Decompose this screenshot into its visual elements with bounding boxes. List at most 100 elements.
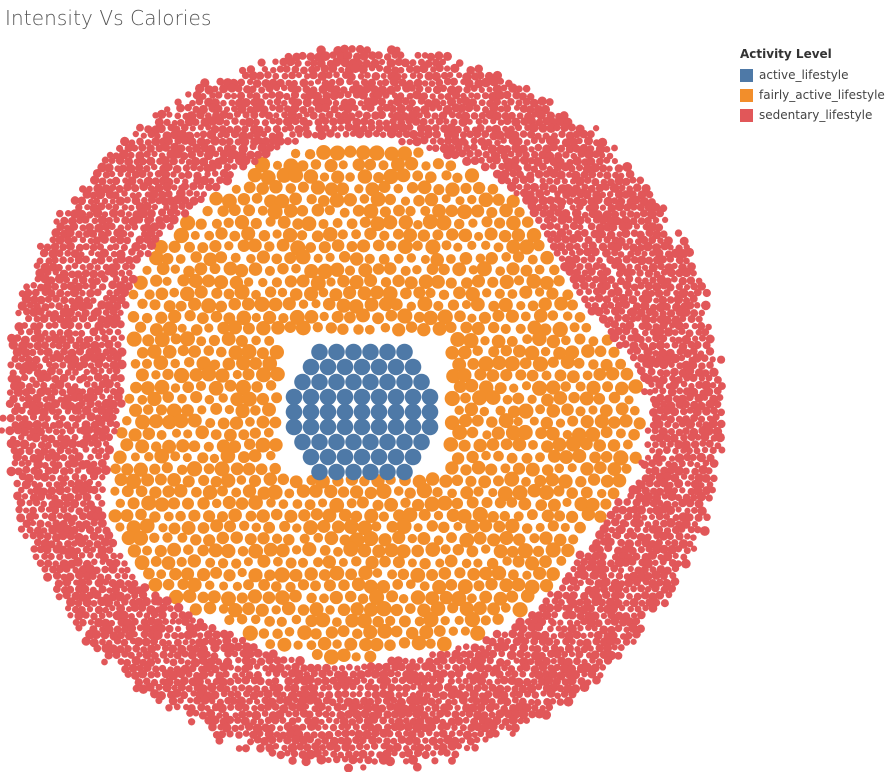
bubble-sedentary-lifestyle[interactable] bbox=[522, 195, 532, 205]
bubble-sedentary-lifestyle[interactable] bbox=[585, 577, 593, 585]
bubble-sedentary-lifestyle[interactable] bbox=[325, 716, 333, 724]
bubble-sedentary-lifestyle[interactable] bbox=[438, 111, 448, 120]
bubble-sedentary-lifestyle[interactable] bbox=[699, 439, 707, 447]
bubble-sedentary-lifestyle[interactable] bbox=[37, 505, 46, 513]
bubble-sedentary-lifestyle[interactable] bbox=[519, 130, 528, 138]
bubble-sedentary-lifestyle[interactable] bbox=[288, 71, 296, 80]
bubble-fairly-active-lifestyle[interactable] bbox=[319, 172, 330, 182]
bubble-sedentary-lifestyle[interactable] bbox=[242, 690, 251, 698]
bubble-sedentary-lifestyle[interactable] bbox=[498, 162, 506, 171]
bubble-sedentary-lifestyle[interactable] bbox=[470, 143, 478, 151]
bubble-fairly-active-lifestyle[interactable] bbox=[248, 474, 262, 488]
bubble-sedentary-lifestyle[interactable] bbox=[227, 703, 235, 711]
bubble-fairly-active-lifestyle[interactable] bbox=[313, 557, 324, 568]
bubble-sedentary-lifestyle[interactable] bbox=[36, 519, 45, 528]
bubble-active-lifestyle[interactable] bbox=[353, 418, 371, 436]
bubble-fairly-active-lifestyle[interactable] bbox=[276, 238, 290, 252]
bubble-fairly-active-lifestyle[interactable] bbox=[413, 147, 424, 158]
bubble-fairly-active-lifestyle[interactable] bbox=[140, 381, 155, 396]
bubble-sedentary-lifestyle[interactable] bbox=[671, 262, 678, 270]
bubble-fairly-active-lifestyle[interactable] bbox=[372, 615, 385, 628]
bubble-sedentary-lifestyle[interactable] bbox=[132, 130, 139, 138]
bubble-fairly-active-lifestyle[interactable] bbox=[534, 264, 545, 275]
bubble-fairly-active-lifestyle[interactable] bbox=[346, 241, 358, 252]
bubble-sedentary-lifestyle[interactable] bbox=[59, 479, 68, 487]
bubble-sedentary-lifestyle[interactable] bbox=[590, 247, 600, 257]
bubble-sedentary-lifestyle[interactable] bbox=[249, 657, 257, 665]
bubble-fairly-active-lifestyle[interactable] bbox=[258, 628, 270, 639]
bubble-fairly-active-lifestyle[interactable] bbox=[580, 462, 594, 476]
bubble-sedentary-lifestyle[interactable] bbox=[426, 683, 437, 693]
bubble-fairly-active-lifestyle[interactable] bbox=[587, 473, 601, 486]
bubble-sedentary-lifestyle[interactable] bbox=[561, 235, 570, 244]
bubble-fairly-active-lifestyle[interactable] bbox=[264, 335, 275, 346]
bubble-active-lifestyle[interactable] bbox=[345, 463, 362, 481]
bubble-fairly-active-lifestyle[interactable] bbox=[527, 320, 542, 335]
bubble-sedentary-lifestyle[interactable] bbox=[108, 399, 118, 410]
bubble-sedentary-lifestyle[interactable] bbox=[42, 355, 50, 364]
bubble-sedentary-lifestyle[interactable] bbox=[705, 334, 715, 344]
bubble-sedentary-lifestyle[interactable] bbox=[68, 414, 76, 422]
bubble-sedentary-lifestyle[interactable] bbox=[43, 559, 53, 568]
bubble-sedentary-lifestyle[interactable] bbox=[470, 156, 480, 165]
bubble-fairly-active-lifestyle[interactable] bbox=[438, 263, 450, 276]
bubble-fairly-active-lifestyle[interactable] bbox=[413, 523, 423, 533]
bubble-sedentary-lifestyle[interactable] bbox=[565, 144, 575, 154]
bubble-sedentary-lifestyle[interactable] bbox=[534, 622, 544, 632]
bubble-fairly-active-lifestyle[interactable] bbox=[195, 218, 207, 230]
bubble-sedentary-lifestyle[interactable] bbox=[675, 428, 684, 437]
bubble-fairly-active-lifestyle[interactable] bbox=[628, 428, 640, 441]
bubble-sedentary-lifestyle[interactable] bbox=[567, 610, 577, 620]
bubble-sedentary-lifestyle[interactable] bbox=[640, 591, 650, 600]
bubble-sedentary-lifestyle[interactable] bbox=[165, 624, 174, 633]
bubble-sedentary-lifestyle[interactable] bbox=[303, 73, 311, 80]
bubble-fairly-active-lifestyle[interactable] bbox=[211, 287, 223, 299]
bubble-fairly-active-lifestyle[interactable] bbox=[512, 555, 525, 568]
bubble-sedentary-lifestyle[interactable] bbox=[653, 361, 660, 369]
bubble-sedentary-lifestyle[interactable] bbox=[522, 663, 531, 672]
bubble-sedentary-lifestyle[interactable] bbox=[500, 84, 508, 92]
bubble-fairly-active-lifestyle[interactable] bbox=[365, 555, 379, 570]
bubble-sedentary-lifestyle[interactable] bbox=[481, 684, 489, 692]
bubble-sedentary-lifestyle[interactable] bbox=[580, 256, 588, 264]
bubble-sedentary-lifestyle[interactable] bbox=[705, 467, 713, 475]
bubble-sedentary-lifestyle[interactable] bbox=[239, 118, 247, 126]
bubble-sedentary-lifestyle[interactable] bbox=[642, 359, 651, 368]
bubble-sedentary-lifestyle[interactable] bbox=[147, 171, 154, 178]
bubble-sedentary-lifestyle[interactable] bbox=[196, 110, 205, 120]
bubble-sedentary-lifestyle[interactable] bbox=[619, 519, 628, 527]
bubble-sedentary-lifestyle[interactable] bbox=[282, 65, 291, 73]
bubble-sedentary-lifestyle[interactable] bbox=[281, 111, 288, 119]
bubble-fairly-active-lifestyle[interactable] bbox=[464, 402, 479, 417]
bubble-fairly-active-lifestyle[interactable] bbox=[177, 578, 189, 590]
bubble-sedentary-lifestyle[interactable] bbox=[372, 129, 381, 138]
bubble-sedentary-lifestyle[interactable] bbox=[415, 689, 424, 698]
bubble-sedentary-lifestyle[interactable] bbox=[659, 230, 668, 239]
bubble-sedentary-lifestyle[interactable] bbox=[32, 553, 40, 561]
bubble-sedentary-lifestyle[interactable] bbox=[682, 322, 690, 330]
bubble-fairly-active-lifestyle[interactable] bbox=[512, 533, 526, 546]
bubble-fairly-active-lifestyle[interactable] bbox=[359, 637, 373, 652]
bubble-sedentary-lifestyle[interactable] bbox=[634, 249, 642, 257]
bubble-sedentary-lifestyle[interactable] bbox=[64, 290, 71, 297]
bubble-sedentary-lifestyle[interactable] bbox=[162, 683, 172, 693]
bubble-sedentary-lifestyle[interactable] bbox=[72, 277, 79, 285]
bubble-sedentary-lifestyle[interactable] bbox=[116, 320, 125, 329]
bubble-sedentary-lifestyle[interactable] bbox=[109, 236, 117, 244]
bubble-fairly-active-lifestyle[interactable] bbox=[411, 635, 427, 651]
bubble-fairly-active-lifestyle[interactable] bbox=[506, 335, 518, 347]
bubble-sedentary-lifestyle[interactable] bbox=[509, 730, 516, 737]
bubble-sedentary-lifestyle[interactable] bbox=[663, 342, 671, 349]
bubble-fairly-active-lifestyle[interactable] bbox=[468, 265, 479, 275]
bubble-sedentary-lifestyle[interactable] bbox=[671, 525, 681, 535]
bubble-sedentary-lifestyle[interactable] bbox=[317, 731, 326, 740]
bubble-fairly-active-lifestyle[interactable] bbox=[561, 335, 571, 346]
bubble-sedentary-lifestyle[interactable] bbox=[434, 51, 444, 61]
bubble-sedentary-lifestyle[interactable] bbox=[197, 195, 205, 204]
bubble-sedentary-lifestyle[interactable] bbox=[49, 315, 57, 323]
bubble-fairly-active-lifestyle[interactable] bbox=[517, 543, 534, 559]
bubble-sedentary-lifestyle[interactable] bbox=[485, 729, 495, 739]
bubble-fairly-active-lifestyle[interactable] bbox=[195, 425, 209, 440]
bubble-fairly-active-lifestyle[interactable] bbox=[359, 216, 371, 228]
bubble-sedentary-lifestyle[interactable] bbox=[165, 639, 172, 647]
